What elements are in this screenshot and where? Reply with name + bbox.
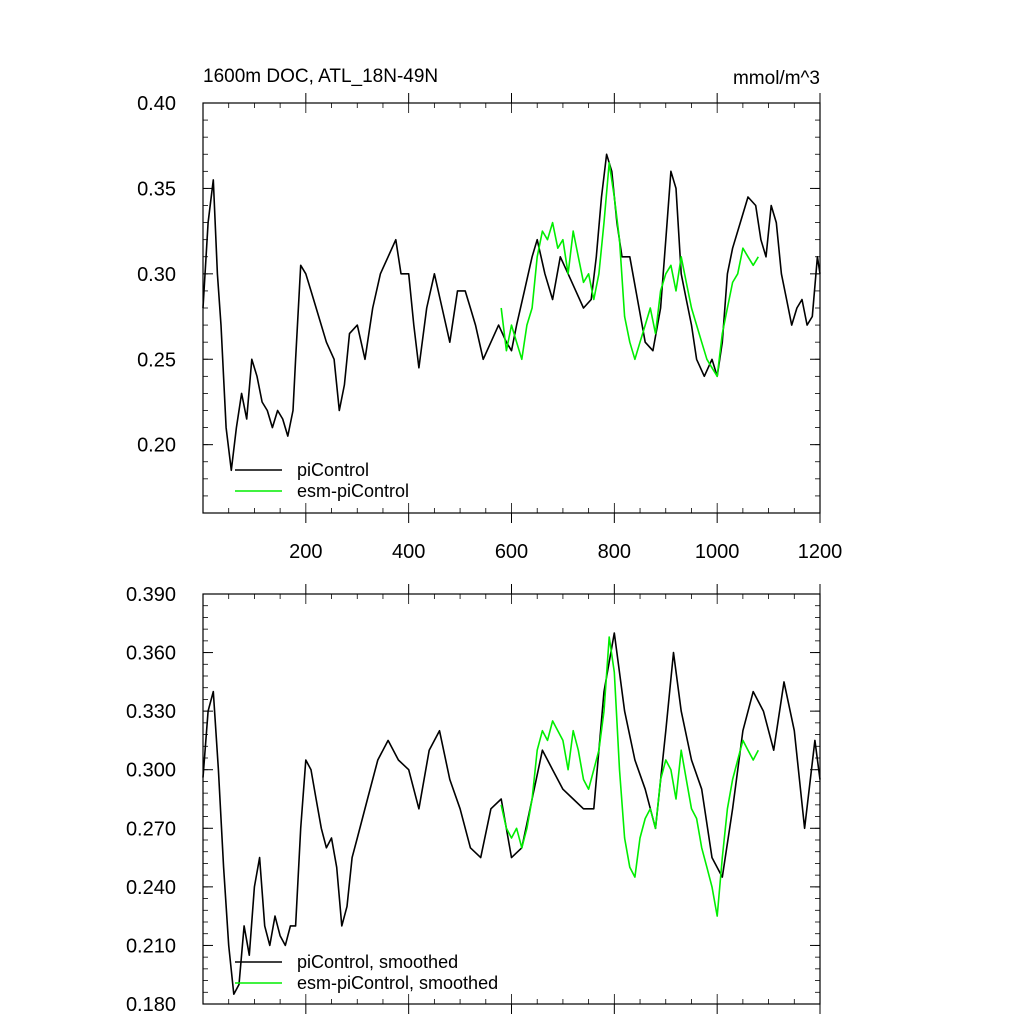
top-series-line-1	[500, 162, 759, 378]
bottom-y-tick-label-2: 0.330	[126, 701, 176, 723]
top-x-tick-label-4: 1000	[695, 541, 740, 563]
top-panel: 1600m DOC, ATL_18N-49N mmol/m^3 0.40 0.35…	[137, 66, 842, 563]
top-units: mmol/m^3	[733, 68, 820, 89]
top-x-tick-label-1: 400	[392, 541, 425, 563]
bottom-y-axis: 0.390 0.360 0.330 0.300 0.270 0.240 0.210 0.180	[126, 584, 820, 1016]
top-y-tick-label-1: 0.35	[137, 178, 176, 200]
bottom-y-tick-label-5: 0.240	[126, 877, 176, 899]
top-legend-label-0: piControl	[297, 460, 369, 480]
bottom-series-line-1	[500, 636, 760, 917]
top-x-tick-label-3: 800	[598, 541, 631, 563]
top-series-line-0	[202, 153, 821, 472]
bottom-y-tick-label-3: 0.300	[126, 760, 176, 782]
bottom-y-tick-label-4: 0.270	[126, 818, 176, 840]
top-x-axis: 200 400 600 800 1000 1200	[289, 541, 842, 563]
bottom-plot-frame	[202, 593, 821, 1005]
bottom-legend-label-1: esm-piControl, smoothed	[297, 973, 498, 993]
bottom-y-tick-label-7: 0.180	[126, 994, 176, 1016]
bottom-y-tick-label-0: 0.390	[126, 584, 176, 606]
bottom-panel: 0.390 0.360 0.330 0.300 0.270 0.240 0.210 0.180…	[126, 584, 821, 1016]
bottom-legend: piControl, smoothed esm-piControl, smoot…	[235, 952, 498, 993]
top-x-tick-label-0: 200	[289, 541, 322, 563]
top-legend-label-1: esm-piControl	[297, 481, 409, 501]
top-y-tick-label-2: 0.30	[137, 264, 176, 286]
bottom-series-group	[202, 632, 821, 996]
top-y-tick-label-0: 0.40	[137, 93, 176, 115]
top-legend: piControl esm-piControl	[235, 460, 409, 501]
top-y-axis: 0.40 0.35 0.30 0.25 0.20	[137, 93, 820, 457]
bottom-y-tick-label-1: 0.360	[126, 643, 176, 665]
bottom-minor-ticks	[203, 584, 821, 1014]
top-title: 1600m DOC, ATL_18N-49N	[203, 66, 438, 87]
top-x-tick-label-2: 600	[495, 541, 528, 563]
bottom-series-line-0	[202, 632, 821, 996]
top-series-group	[202, 153, 821, 472]
bottom-y-tick-label-6: 0.210	[126, 935, 176, 957]
top-y-tick-label-4: 0.20	[137, 435, 176, 457]
bottom-legend-label-0: piControl, smoothed	[297, 952, 458, 972]
top-y-tick-label-3: 0.25	[137, 349, 176, 371]
top-x-tick-label-5: 1200	[798, 541, 843, 563]
